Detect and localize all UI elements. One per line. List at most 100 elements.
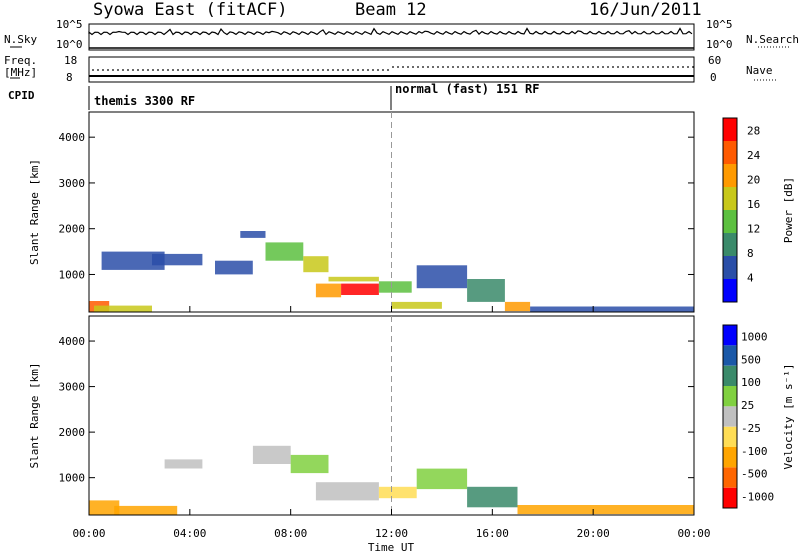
freq-point — [117, 69, 119, 71]
freq-point — [312, 69, 314, 71]
power-colorbar-tick: 28 — [747, 124, 760, 137]
velocity-colorbar-swatch — [723, 386, 737, 407]
freq-point — [222, 69, 224, 71]
power-colorbar-tick: 4 — [747, 271, 754, 284]
freq-point — [242, 69, 244, 71]
freq-point — [392, 66, 394, 68]
velocity-data-cell — [467, 486, 518, 508]
freq-point — [287, 69, 289, 71]
freq-point — [122, 69, 124, 71]
power-data-cell — [328, 276, 379, 282]
freq-point — [372, 69, 374, 71]
freq-point — [172, 69, 174, 71]
freq-point — [682, 66, 684, 68]
freq-point — [577, 66, 579, 68]
power-ytick-label: 4000 — [59, 131, 86, 144]
power-ytick-label: 2000 — [59, 223, 86, 236]
freq-point — [512, 66, 514, 68]
beam-title: Beam 12 — [355, 0, 427, 20]
freq-point — [662, 66, 664, 68]
freq-point — [667, 66, 669, 68]
velocity-ytick-label: 3000 — [59, 381, 86, 394]
freq-point — [402, 66, 404, 68]
velocity-colorbar-swatch — [723, 325, 737, 346]
freq-point — [622, 66, 624, 68]
freq-point — [687, 66, 689, 68]
freq-point — [247, 69, 249, 71]
freq-point — [647, 66, 649, 68]
nave-label: Nave — [746, 64, 773, 77]
freq-point — [417, 66, 419, 68]
freq-point — [672, 66, 674, 68]
xtick-label: 20:00 — [577, 527, 610, 540]
cpid-segment-1: themis 3300 RF — [94, 94, 196, 108]
cpid-segment-2: normal (fast) 151 RF — [395, 82, 540, 96]
freq-point — [637, 66, 639, 68]
velocity-data-cell — [416, 468, 468, 490]
velocity-data-cell — [378, 486, 417, 499]
power-colorbar-swatch — [723, 279, 737, 302]
freq-point — [492, 66, 494, 68]
velocity-colorbar-label: Velocity [m s⁻¹] — [782, 364, 795, 470]
freq-point — [552, 66, 554, 68]
nave-tick-top: 60 — [708, 54, 722, 67]
xtick-label: 00:00 — [677, 527, 710, 540]
velocity-data-cell — [252, 445, 291, 464]
velocity-colorbar-swatch — [723, 406, 737, 427]
power-colorbar-tick: 12 — [747, 222, 760, 235]
freq-point — [602, 66, 604, 68]
freq-point — [522, 66, 524, 68]
freq-point — [177, 69, 179, 71]
freq-point — [327, 69, 329, 71]
freq-point — [547, 66, 549, 68]
power-data-cell — [265, 242, 304, 261]
freq-point — [102, 69, 104, 71]
power-colorbar-swatch — [723, 210, 737, 233]
freq-point — [292, 69, 294, 71]
power-data-cell — [504, 301, 531, 312]
velocity-colorbar-swatch — [723, 487, 737, 508]
freq-point — [477, 66, 479, 68]
freq-point — [567, 66, 569, 68]
freq-point — [337, 69, 339, 71]
power-colorbar-tick: 16 — [747, 198, 760, 211]
freq-point — [537, 66, 539, 68]
velocity-data-cell — [315, 482, 379, 501]
velocity-colorbar-tick: -25 — [741, 422, 761, 435]
freq-point — [92, 69, 94, 71]
velocity-data-cell — [114, 505, 178, 515]
freq-point — [157, 69, 159, 71]
freq-point — [457, 66, 459, 68]
freq-point — [192, 69, 194, 71]
velocity-colorbar-tick: -1000 — [741, 491, 774, 504]
freq-point — [452, 66, 454, 68]
freq-point — [367, 69, 369, 71]
nsearch-tick-top: 10^5 — [706, 18, 733, 31]
freq-point — [692, 66, 694, 68]
power-colorbar-swatch — [723, 118, 737, 141]
freq-point — [507, 66, 509, 68]
power-data-cell — [152, 253, 203, 266]
freq-point — [357, 69, 359, 71]
freq-point — [587, 66, 589, 68]
xtick-label: 12:00 — [375, 527, 408, 540]
freq-point — [137, 69, 139, 71]
freq-point — [107, 69, 109, 71]
freq-point — [542, 66, 544, 68]
freq-point — [482, 66, 484, 68]
freq-point — [442, 66, 444, 68]
freq-point — [297, 69, 299, 71]
freq-point — [277, 69, 279, 71]
power-colorbar-tick: 8 — [747, 247, 754, 260]
freq-point — [447, 66, 449, 68]
freq-point — [407, 66, 409, 68]
cpid-label: CPID — [8, 89, 35, 102]
freq-point — [462, 66, 464, 68]
freq-point — [387, 69, 389, 71]
freq-point — [467, 66, 469, 68]
nave-tick-bottom: 0 — [710, 71, 717, 84]
freq-point — [147, 69, 149, 71]
freq-tick-top: 18 — [64, 54, 78, 67]
freq-point — [282, 69, 284, 71]
